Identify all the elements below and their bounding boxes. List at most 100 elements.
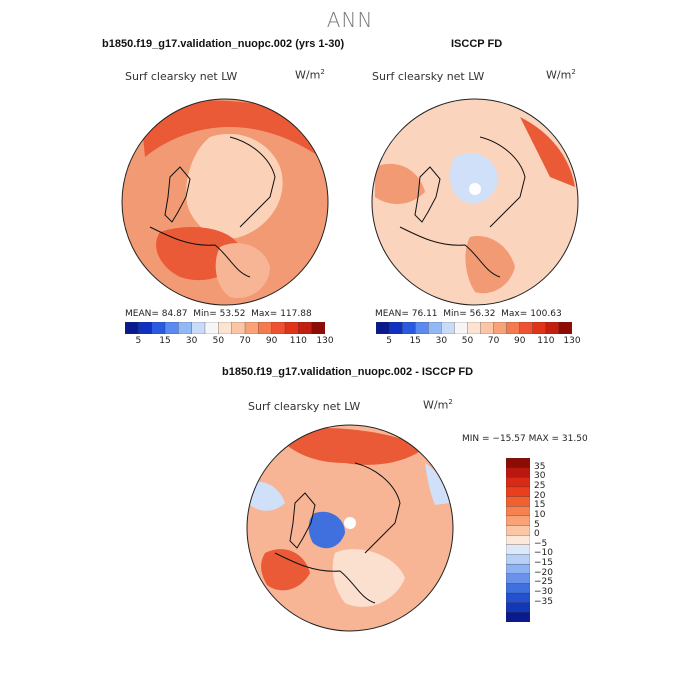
- diff-coastline-a: [289, 492, 316, 549]
- diff-colorbar-tick-label: −5: [534, 538, 548, 549]
- colorbar-tick-label: 50: [461, 336, 474, 346]
- left-colorbar: [125, 322, 325, 334]
- diff-colorbar-swatch: [506, 554, 530, 565]
- colorbar-swatch: [284, 322, 299, 334]
- left-colorbar-ticks: 5 15 30 50 70 90 110 130: [125, 336, 333, 348]
- colorbar-tick-label: 90: [265, 336, 278, 346]
- right-coastline-b: [479, 136, 526, 228]
- left-hot-region-north: [140, 100, 320, 157]
- right-colorbar-ticks: 5 15 30 50 70 90 110 130: [376, 336, 580, 348]
- colorbar-swatch: [493, 322, 508, 334]
- right-coastline-a: [414, 166, 441, 223]
- colorbar-tick-label: 50: [212, 336, 225, 346]
- diff-coastline-b: [354, 462, 401, 554]
- left-stats: MEAN= 84.87 Min= 53.52 Max= 117.88: [125, 309, 312, 319]
- colorbar-swatch: [441, 322, 455, 334]
- diff-colorbar-tick-label: 30: [534, 471, 546, 482]
- left-field-label: Surf clearsky net LW: [125, 70, 238, 83]
- colorbar-swatch: [231, 322, 246, 334]
- diff-pole-hole: [344, 517, 356, 529]
- colorbar-tick-label: 110: [289, 336, 307, 346]
- diff-colorbar-tick-label: 25: [534, 480, 546, 491]
- colorbar-tick-label: 15: [159, 336, 171, 346]
- right-warm-region-south: [465, 236, 515, 294]
- diff-colorbar-tick-label: −10: [534, 548, 553, 559]
- diff-minmax: MIN = −15.57 MAX = 31.50: [462, 434, 588, 444]
- diff-cool-region-east: [425, 463, 450, 505]
- diff-cold-region-center: [308, 511, 345, 549]
- colorbar-swatch: [388, 322, 403, 334]
- colorbar-swatch: [311, 322, 325, 334]
- right-field-label: Surf clearsky net LW: [372, 70, 485, 83]
- colorbar-tick-label: 5: [386, 336, 392, 346]
- right-colorbar: [376, 322, 572, 334]
- left-coastline-c: [149, 226, 251, 278]
- diff-colorbar-swatch: [506, 477, 530, 488]
- main-title: ANN: [326, 8, 374, 32]
- colorbar-tick-label: 30: [185, 336, 198, 346]
- left-panel-title: b1850.f19_g17.validation_nuopc.002 (yrs …: [102, 38, 345, 50]
- diff-map-border: [246, 424, 454, 632]
- colorbar-tick-label: 130: [563, 336, 581, 346]
- colorbar-tick-label: 15: [409, 336, 421, 346]
- diff-colorbar-tick-label: 0: [534, 529, 540, 540]
- left-warm-region: [215, 243, 270, 298]
- diff-colorbar-swatch: [506, 486, 530, 498]
- diff-colorbar-swatch: [506, 583, 530, 594]
- right-map-border: [371, 98, 579, 306]
- colorbar-tick-label: 110: [537, 336, 555, 346]
- left-coastline-a: [164, 166, 191, 223]
- diff-colorbar-tick-label: −15: [534, 558, 553, 569]
- left-units: W/m2: [295, 68, 325, 82]
- colorbar-swatch: [191, 322, 206, 334]
- colorbar-swatch: [204, 322, 219, 334]
- diff-colorbar-tick-label: −30: [534, 587, 553, 598]
- diff-colorbar-swatch: [506, 544, 530, 555]
- right-polar-map: [371, 98, 579, 306]
- colorbar-swatch: [401, 322, 416, 334]
- diff-colorbar-swatch: [506, 612, 530, 622]
- diff-hot-region-atlantic: [261, 549, 310, 591]
- colorbar-swatch: [376, 322, 390, 334]
- right-cool-region: [449, 153, 498, 204]
- diff-land-region: [332, 549, 405, 607]
- right-coastline-c: [399, 226, 501, 278]
- colorbar-swatch: [558, 322, 572, 334]
- left-land-region: [186, 133, 283, 239]
- colorbar-swatch: [151, 322, 166, 334]
- diff-colorbar-swatch: [506, 506, 530, 517]
- colorbar-swatch: [271, 322, 286, 334]
- diff-colorbar-tick-label: −25: [534, 577, 553, 588]
- left-coastline-b: [229, 136, 276, 228]
- diff-colorbar-tick-label: 10: [534, 509, 546, 520]
- diff-coastline-c: [274, 552, 376, 604]
- colorbar-tick-label: 30: [435, 336, 448, 346]
- left-polar-map: [121, 98, 329, 306]
- colorbar-tick-label: 90: [513, 336, 526, 346]
- colorbar-tick-label: 5: [135, 336, 142, 346]
- colorbar-swatch: [519, 322, 534, 334]
- colorbar-swatch: [467, 322, 481, 334]
- colorbar-swatch: [244, 322, 259, 334]
- colorbar-swatch: [428, 322, 442, 334]
- diff-panel-title: b1850.f19_g17.validation_nuopc.002 - ISC…: [222, 366, 474, 378]
- colorbar-swatch: [415, 322, 429, 334]
- diff-polar-map: [246, 424, 454, 632]
- colorbar-swatch: [178, 322, 193, 334]
- colorbar-tick-label: 70: [487, 336, 500, 346]
- colorbar-swatch: [454, 322, 468, 334]
- colorbar-tick-label: 130: [316, 336, 334, 346]
- colorbar-swatch: [506, 322, 521, 334]
- right-warm-region-west: [375, 163, 425, 204]
- diff-colorbar-tick-label: −20: [534, 567, 553, 578]
- colorbar-swatch: [125, 322, 139, 334]
- diff-hot-region-north: [275, 428, 425, 465]
- diff-colorbar-swatch: [506, 592, 530, 604]
- right-panel-title: ISCCP FD: [451, 38, 503, 50]
- diff-colorbar-swatch: [506, 515, 530, 526]
- diff-colorbar-swatch: [506, 535, 530, 546]
- diff-cool-region-west: [250, 481, 285, 511]
- right-hot-region-east: [520, 117, 575, 187]
- diff-colorbar-tick-label: 20: [534, 490, 546, 501]
- diff-units: W/m2: [423, 398, 453, 412]
